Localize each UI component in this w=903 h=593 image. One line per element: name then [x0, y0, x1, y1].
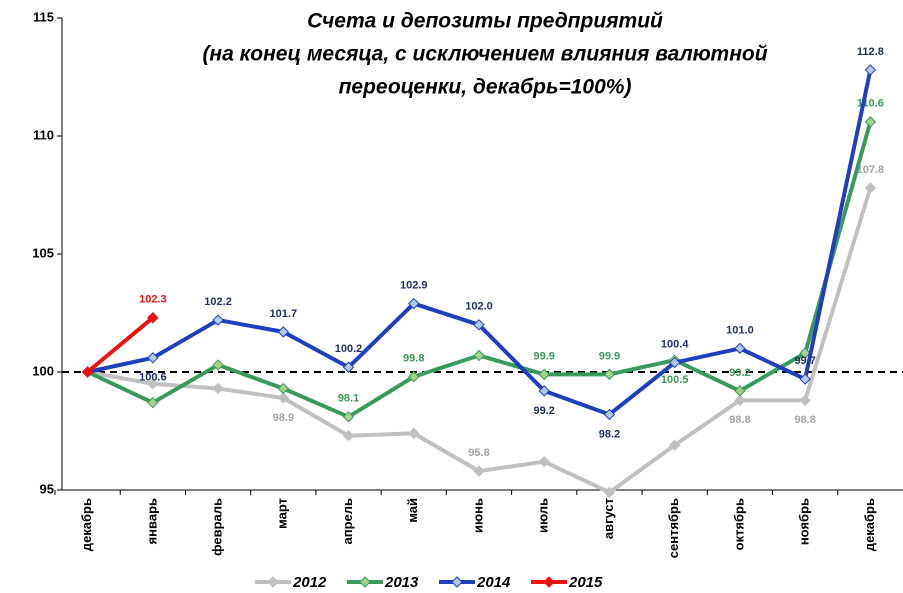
value-label: 99.8	[403, 353, 424, 365]
x-tick-label: март	[275, 498, 290, 529]
point	[864, 64, 877, 76]
value-label: 102.3	[139, 294, 167, 306]
y-tick-label: 95	[40, 481, 54, 496]
legend-label: 2015	[568, 574, 603, 591]
series-line	[87, 69, 873, 417]
point	[147, 312, 159, 324]
x-tick-label: май	[405, 498, 420, 523]
point	[668, 356, 681, 369]
value-label: 107.8	[857, 164, 885, 176]
point	[277, 326, 290, 338]
value-label: 99.9	[534, 350, 555, 362]
value-label: 112.8	[857, 46, 884, 58]
point	[473, 319, 485, 331]
x-tick-label: июль	[536, 498, 551, 533]
point	[799, 373, 811, 385]
value-label: 100.2	[335, 343, 363, 355]
point	[408, 371, 420, 383]
point	[603, 486, 616, 499]
chart-title: переоценки, декабрь=100%)	[339, 76, 632, 99]
point	[734, 385, 746, 397]
chart-title: (на конец месяца, с исключением влияния …	[202, 43, 767, 66]
y-tick-label: 100	[32, 363, 54, 378]
point	[408, 427, 420, 440]
x-tick-label: июнь	[470, 498, 485, 533]
point	[212, 359, 224, 371]
point	[734, 342, 746, 355]
point	[734, 394, 746, 407]
value-label: 98.8	[729, 414, 750, 426]
chart-title: Счета и депозиты предприятий	[307, 10, 663, 33]
point	[81, 366, 94, 378]
point	[799, 394, 811, 407]
x-tick-label: апрель	[340, 498, 355, 545]
point	[342, 430, 355, 442]
point	[473, 465, 485, 477]
legend-marker	[451, 576, 463, 588]
value-label: 98.9	[273, 412, 294, 424]
point	[212, 314, 224, 326]
value-label: 99.2	[534, 405, 555, 417]
x-tick-label: ноябрь	[797, 498, 812, 545]
value-label: 102.0	[465, 301, 493, 313]
legend-marker	[359, 576, 371, 588]
point	[277, 382, 290, 395]
series-line	[86, 316, 155, 374]
y-tick-label: 115	[33, 9, 54, 24]
value-label: 101.0	[726, 324, 754, 336]
point	[538, 385, 550, 397]
x-tick-label: январь	[144, 498, 159, 544]
value-label: 101.7	[270, 308, 298, 320]
point	[603, 368, 616, 381]
x-tick-label: октябрь	[731, 498, 746, 550]
value-label: 100.5	[661, 374, 689, 386]
point	[147, 378, 159, 390]
point	[147, 396, 159, 409]
point	[277, 392, 290, 404]
value-label: 100.6	[139, 372, 167, 384]
point	[864, 182, 877, 194]
x-tick-label: февраль	[210, 498, 225, 556]
legend-marker	[267, 576, 279, 588]
legend-label: 2013	[384, 574, 419, 591]
point	[864, 116, 877, 128]
value-label: 98.2	[599, 428, 620, 440]
x-tick-label: декабрь	[862, 498, 877, 551]
value-label: 99.9	[599, 350, 620, 362]
legend-marker	[543, 576, 555, 588]
point	[799, 347, 811, 359]
point	[473, 349, 485, 362]
x-tick-label: август	[601, 498, 616, 539]
point	[668, 439, 681, 451]
value-label: 95.8	[468, 447, 489, 459]
value-label: 98.8	[794, 414, 815, 426]
point	[408, 297, 420, 310]
y-tick-label: 105	[32, 245, 54, 260]
point	[147, 352, 159, 364]
point	[538, 368, 550, 381]
legend-label: 2014	[476, 574, 511, 591]
x-tick-label: декабрь	[79, 498, 94, 551]
value-label: 102.2	[204, 296, 232, 308]
value-label: 102.9	[400, 279, 428, 291]
value-label: 98.1	[338, 393, 359, 405]
value-label: 100.4	[661, 338, 689, 350]
point	[603, 408, 616, 421]
point	[212, 382, 224, 395]
point	[538, 455, 550, 468]
point	[342, 411, 355, 423]
y-tick-label: 110	[33, 127, 54, 142]
value-label: 99.2	[729, 367, 750, 379]
legend-label: 2012	[292, 574, 327, 591]
x-tick-label: сентябрь	[666, 498, 681, 558]
value-label: 99.7	[794, 355, 815, 367]
point	[342, 361, 355, 373]
